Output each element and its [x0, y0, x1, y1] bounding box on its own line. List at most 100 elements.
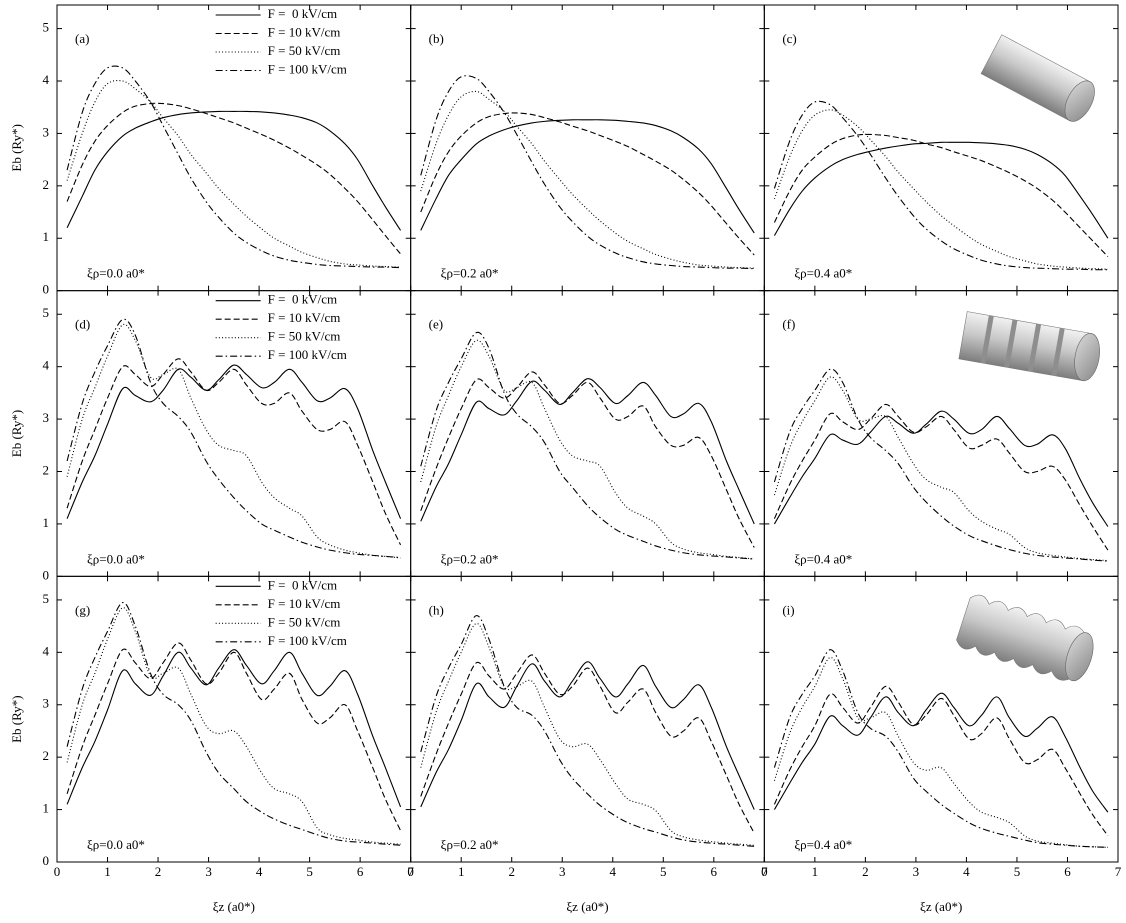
- x-tick-label: 4: [610, 864, 617, 879]
- curve: [420, 622, 755, 846]
- curve: [66, 642, 402, 831]
- curve: [420, 615, 755, 847]
- curve: [66, 318, 401, 559]
- x-tick-label: 0: [761, 864, 768, 879]
- curve: [773, 376, 1108, 562]
- panel: 0 1 2 3 4 5 6 7 (i) ξρ=0.4 a0* ξz (a0*): [761, 575, 1122, 914]
- curve: [773, 133, 1109, 257]
- curve: [66, 65, 401, 269]
- curve: [420, 654, 755, 834]
- legend-label: F = 100 kV/cm: [268, 633, 347, 648]
- x-tick-label: 4: [256, 864, 263, 879]
- legend-label: F = 10 kV/cm: [268, 310, 341, 325]
- annotation: ξρ=0.2 a0*: [441, 551, 499, 566]
- legend-label: F = 0 kV/cm: [268, 6, 337, 21]
- y-tick-label: 2: [43, 177, 50, 192]
- x-tick-label: 0: [407, 864, 414, 879]
- y-axis-label: Eb (Ry*): [9, 124, 24, 172]
- panel-label: (f): [782, 317, 795, 332]
- curve: [66, 364, 402, 519]
- annotation: ξρ=0.4 a0*: [794, 551, 852, 566]
- curve: [66, 79, 401, 268]
- legend-label: F = 100 kV/cm: [268, 347, 347, 362]
- insets: [956, 34, 1100, 682]
- y-tick-label: 4: [43, 72, 50, 87]
- x-tick-label: 2: [862, 864, 869, 879]
- panel: 0 1 2 3 4 5 6 7 (h) ξρ=0.2 a0* ξz (a0*): [407, 575, 768, 914]
- curve: [66, 649, 402, 808]
- curve: [420, 112, 755, 256]
- panel: 0 1 2 3 4 5 (d) ξρ=0.0 a0* Eb (Ry*) F = 0 kV/cm F …: [9, 290, 412, 582]
- panel-label: (e): [429, 317, 443, 332]
- x-axis-label: ξz (a0*): [213, 899, 255, 914]
- y-tick-label: 3: [43, 124, 50, 139]
- x-tick-label: 5: [660, 864, 667, 879]
- x-tick-label: 7: [1115, 864, 1122, 879]
- x-tick-label: 0: [54, 864, 61, 879]
- y-tick-label: 5: [43, 591, 50, 606]
- frame: [410, 4, 765, 292]
- x-axis-label: ξz (a0*): [566, 899, 608, 914]
- y-tick-label: 1: [43, 515, 50, 530]
- legend-label: F = 10 kV/cm: [268, 596, 341, 611]
- legend-label: F = 50 kV/cm: [268, 43, 341, 58]
- x-tick-label: 5: [1014, 864, 1021, 879]
- x-tick-label: 6: [1064, 864, 1071, 879]
- panel-label: (i): [782, 602, 794, 617]
- panel-label: (h): [429, 602, 444, 617]
- y-tick-label: 3: [43, 410, 50, 425]
- frame: [763, 575, 1119, 863]
- y-tick-label: 4: [43, 643, 50, 658]
- x-tick-label: 1: [458, 864, 465, 879]
- x-tick-label: 6: [711, 864, 718, 879]
- panel-label: (c): [782, 31, 796, 46]
- curve: [420, 75, 755, 270]
- cylinder-grooved: [958, 311, 1100, 382]
- curve: [773, 368, 1108, 562]
- legend-label: F = 10 kV/cm: [268, 24, 341, 39]
- x-tick-label: 3: [559, 864, 566, 879]
- y-axis-label: Eb (Ry*): [9, 410, 24, 458]
- x-tick-label: 1: [812, 864, 819, 879]
- legend-label: F = 100 kV/cm: [268, 61, 347, 76]
- curve: [66, 102, 401, 255]
- y-axis-label: Eb (Ry*): [9, 695, 24, 743]
- y-tick-label: 1: [43, 801, 50, 816]
- panel: (b) ξρ=0.2 a0*: [410, 4, 765, 292]
- curve: [773, 649, 1108, 848]
- annotation: ξρ=0.2 a0*: [441, 266, 499, 281]
- curve: [773, 403, 1109, 551]
- x-tick-label: 3: [913, 864, 920, 879]
- curve: [66, 323, 401, 559]
- frame: [410, 575, 765, 863]
- x-tick-label: 7: [407, 864, 414, 879]
- frame: [56, 575, 412, 863]
- frame: [56, 4, 412, 292]
- annotation: ξρ=0.0 a0*: [87, 266, 145, 281]
- x-tick-label: 5: [306, 864, 313, 879]
- panel-label: (a): [75, 31, 89, 46]
- cylinder-modulated: [956, 594, 1094, 682]
- y-tick-label: 5: [43, 20, 50, 35]
- curve: [420, 90, 755, 269]
- x-tick-label: 1: [104, 864, 111, 879]
- legend-label: F = 0 kV/cm: [268, 577, 337, 592]
- x-tick-label: 2: [155, 864, 162, 879]
- x-axis-label: ξz (a0*): [920, 899, 962, 914]
- curve: [420, 331, 755, 560]
- panel: (f) ξρ=0.4 a0*: [763, 290, 1119, 577]
- annotation: ξρ=0.0 a0*: [87, 837, 145, 852]
- legend-label: F = 0 kV/cm: [268, 292, 337, 307]
- frame: [410, 290, 765, 577]
- y-tick-label: 3: [43, 696, 50, 711]
- curve: [773, 100, 1108, 271]
- curve: [66, 607, 401, 845]
- annotation: ξρ=0.4 a0*: [794, 266, 852, 281]
- curve: [66, 358, 402, 546]
- x-tick-label: 2: [508, 864, 515, 879]
- legend-label: F = 50 kV/cm: [268, 614, 341, 629]
- panel-label: (d): [75, 317, 90, 332]
- panel-label: (b): [429, 31, 444, 46]
